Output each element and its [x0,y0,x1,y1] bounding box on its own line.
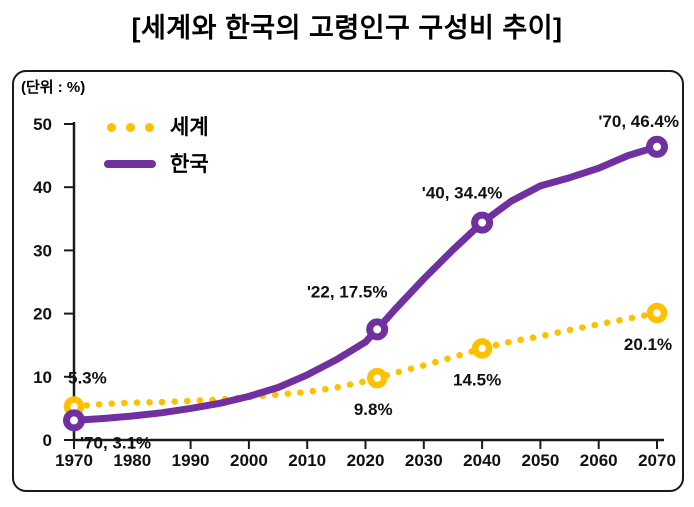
x-tick-label: 1970 [55,451,93,470]
data-label: '70, 3.1% [80,433,151,452]
data-label: '70, 46.4% [598,112,679,131]
x-tick-label: 2010 [288,451,326,470]
korea-solid-line-sample [104,160,156,168]
x-tick-label: 2070 [638,451,676,470]
x-tick-label: 2040 [463,451,501,470]
y-tick-label: 50 [33,115,52,134]
data-label: '40, 34.4% [422,184,503,203]
y-tick-label: 30 [33,241,52,260]
data-label: '22, 17.5% [307,282,388,301]
y-tick-label: 20 [33,305,52,324]
x-tick-label: 2000 [230,451,268,470]
unit-label: (단위 : %) [21,79,86,96]
data-marker-세계 [646,302,668,324]
chart-title: [세계와 한국의 고령인구 구성비 추이] [131,13,563,43]
data-label: 14.5% [453,370,501,389]
data-label: 5.3% [68,369,107,388]
legend-item-korea: 한국 [104,151,209,177]
world-dotted-line-sample [104,122,156,132]
x-tick-label: 2030 [405,451,443,470]
data-marker-한국 [471,211,494,234]
data-marker-세계 [366,367,388,389]
data-marker-한국 [646,135,668,158]
y-tick-label: 40 [33,178,52,197]
legend-label-korea: 한국 [170,152,209,176]
x-tick-label: 1980 [113,451,151,470]
x-tick-label: 1990 [172,451,210,470]
x-tick-label: 2060 [580,451,618,470]
legend-item-world: 세계 [104,114,209,140]
y-tick-label: 10 [33,368,52,387]
data-label: 20.1% [624,335,672,354]
data-marker-한국 [366,318,389,341]
x-tick-label: 2020 [347,451,385,470]
data-label: 9.8% [354,400,393,419]
x-tick-label: 2050 [521,451,559,470]
series-line-세계 [70,309,661,410]
data-marker-한국 [63,409,85,432]
legend-label-world: 세계 [170,115,209,139]
chart-frame: (단위 : %) 0 10 20 30 40 50 1970 1980 1990 2000 2010… [12,70,684,492]
data-marker-세계 [471,338,493,359]
chart-legend: 세계 한국 [104,114,209,177]
y-tick-label: 0 [43,431,52,450]
